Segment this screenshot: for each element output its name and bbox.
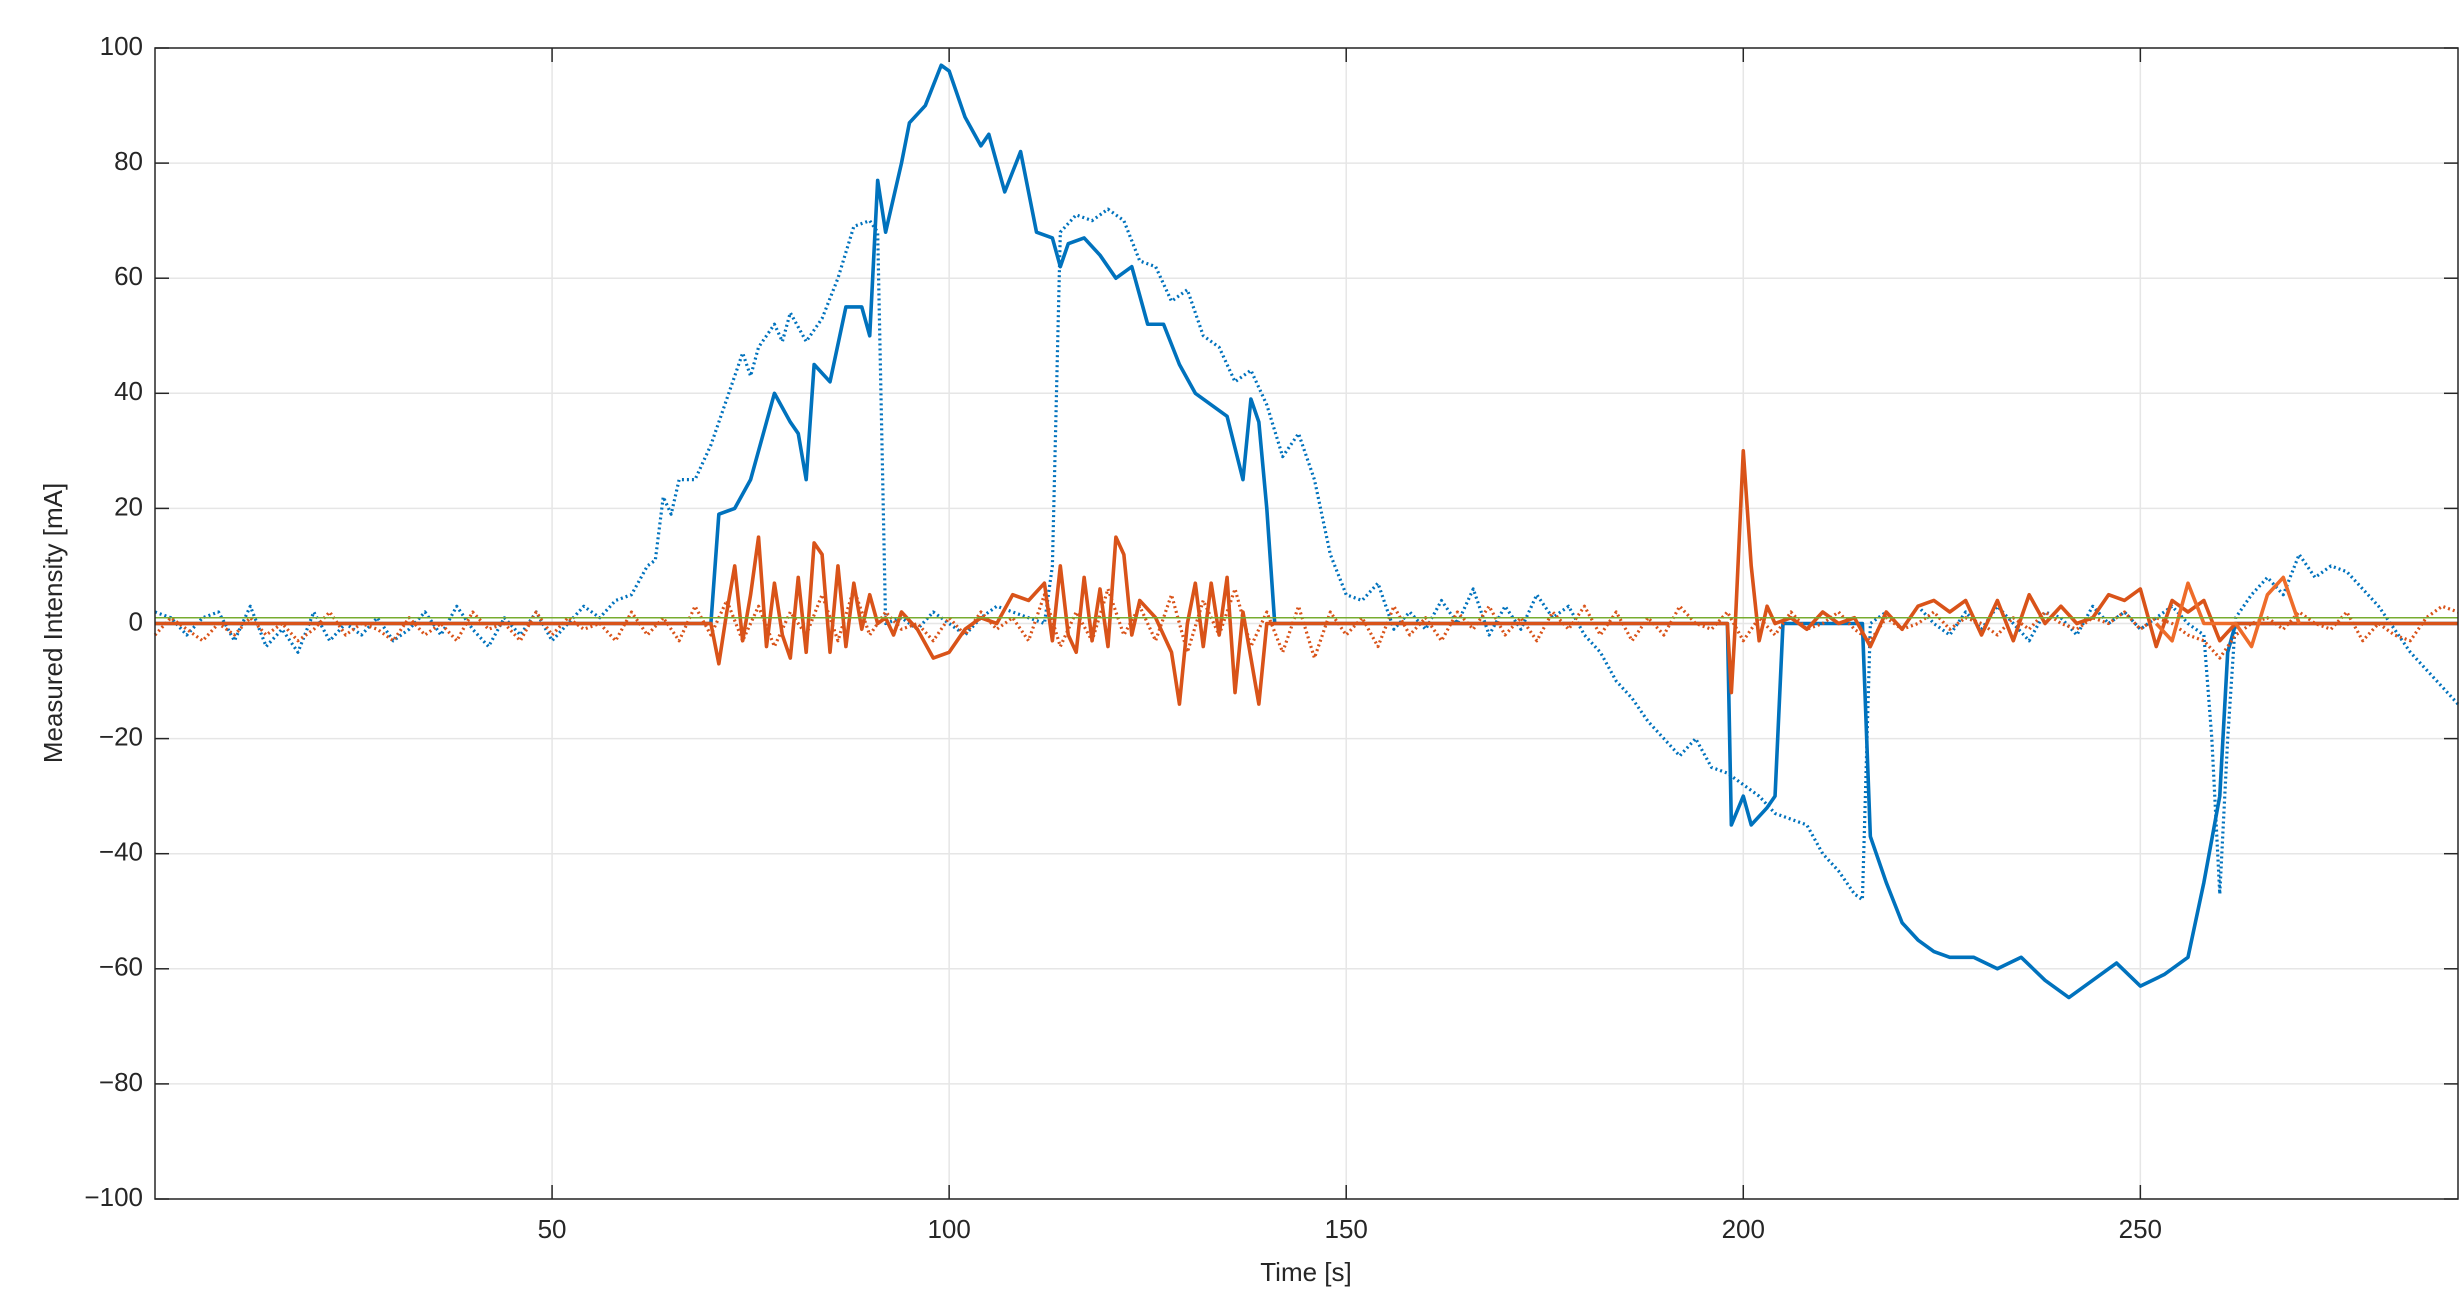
y-tick-label: 20 bbox=[114, 491, 143, 521]
y-tick-label: 60 bbox=[114, 261, 143, 291]
x-tick-label: 200 bbox=[1722, 1214, 1765, 1244]
x-tick-label: 100 bbox=[927, 1214, 970, 1244]
y-tick-label: 100 bbox=[100, 31, 143, 61]
axes-box bbox=[154, 47, 2459, 1200]
y-tick-label: 40 bbox=[114, 376, 143, 406]
y-tick-label: 0 bbox=[129, 606, 143, 636]
y-axis-title: Measured Intensity [mA] bbox=[38, 483, 68, 763]
y-tick-label: −40 bbox=[99, 837, 143, 867]
series-line bbox=[155, 449, 2458, 706]
series-line bbox=[2154, 575, 2301, 649]
series-line bbox=[153, 587, 2459, 660]
x-tick-label: 150 bbox=[1325, 1214, 1368, 1244]
y-tick-label: −80 bbox=[99, 1067, 143, 1097]
series-line bbox=[155, 63, 2458, 1000]
y-tick-label: 80 bbox=[114, 146, 143, 176]
x-tick-label: 250 bbox=[2119, 1214, 2162, 1244]
x-tick-label: 50 bbox=[538, 1214, 567, 1244]
y-tick-label: −60 bbox=[99, 952, 143, 982]
series-line bbox=[154, 207, 2460, 902]
y-tick-label: −100 bbox=[84, 1182, 143, 1212]
y-tick-label: −20 bbox=[99, 721, 143, 751]
x-axis-title: Time [s] bbox=[1260, 1257, 1351, 1287]
